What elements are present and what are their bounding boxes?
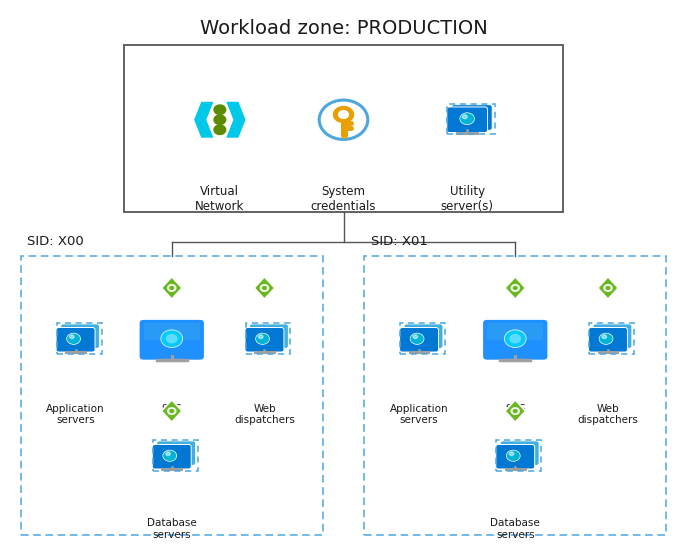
Text: SCS: SCS [161, 404, 182, 414]
Circle shape [333, 106, 354, 123]
Circle shape [338, 110, 349, 119]
Circle shape [319, 100, 368, 139]
Circle shape [599, 333, 613, 344]
Circle shape [163, 450, 177, 461]
FancyBboxPatch shape [124, 45, 563, 212]
FancyBboxPatch shape [487, 323, 543, 340]
FancyBboxPatch shape [451, 105, 492, 130]
Polygon shape [161, 400, 182, 422]
FancyBboxPatch shape [139, 319, 205, 360]
Circle shape [67, 333, 80, 344]
Circle shape [69, 335, 74, 339]
Circle shape [504, 330, 526, 348]
Text: Web
dispatchers: Web dispatchers [578, 404, 638, 426]
Circle shape [509, 334, 521, 344]
Circle shape [258, 335, 263, 339]
FancyBboxPatch shape [245, 328, 284, 352]
Circle shape [604, 285, 612, 291]
Polygon shape [505, 400, 526, 422]
Circle shape [462, 115, 467, 119]
Circle shape [170, 286, 174, 290]
FancyBboxPatch shape [500, 441, 539, 466]
FancyBboxPatch shape [400, 328, 438, 352]
Text: Database
servers: Database servers [147, 518, 196, 540]
Circle shape [511, 408, 519, 414]
Polygon shape [226, 102, 245, 138]
Polygon shape [194, 102, 214, 138]
FancyBboxPatch shape [496, 444, 534, 469]
Circle shape [506, 450, 520, 461]
Text: Workload zone: PRODUCTION: Workload zone: PRODUCTION [200, 19, 487, 38]
Text: System
credentials: System credentials [311, 185, 376, 213]
Circle shape [513, 286, 517, 290]
Circle shape [170, 409, 174, 413]
FancyBboxPatch shape [593, 324, 632, 349]
Circle shape [460, 113, 475, 125]
Text: Database
servers: Database servers [491, 518, 540, 540]
Circle shape [168, 408, 176, 414]
Circle shape [168, 285, 176, 291]
Polygon shape [254, 277, 275, 299]
FancyBboxPatch shape [157, 441, 196, 466]
FancyBboxPatch shape [56, 328, 95, 352]
Circle shape [214, 125, 225, 135]
Text: Application
servers: Application servers [46, 404, 105, 426]
Text: SCS: SCS [505, 404, 526, 414]
Text: Virtual
Network: Virtual Network [195, 185, 245, 213]
Text: SID: X01: SID: X01 [371, 235, 428, 248]
FancyBboxPatch shape [144, 323, 200, 340]
Circle shape [256, 333, 269, 344]
FancyBboxPatch shape [249, 324, 289, 349]
FancyBboxPatch shape [60, 324, 100, 349]
Text: Utility
server(s): Utility server(s) [440, 185, 494, 213]
FancyBboxPatch shape [153, 444, 191, 469]
Circle shape [513, 409, 517, 413]
Circle shape [509, 452, 514, 456]
Circle shape [262, 286, 267, 290]
FancyBboxPatch shape [447, 107, 488, 133]
Circle shape [606, 286, 610, 290]
Circle shape [602, 335, 607, 339]
Circle shape [511, 285, 519, 291]
Circle shape [166, 334, 178, 344]
FancyBboxPatch shape [404, 324, 443, 349]
Circle shape [166, 452, 170, 456]
Circle shape [214, 105, 225, 115]
Text: SID: X00: SID: X00 [27, 235, 85, 248]
FancyBboxPatch shape [482, 319, 548, 360]
Text: Application
servers: Application servers [390, 404, 449, 426]
Polygon shape [598, 277, 618, 299]
Circle shape [413, 335, 418, 339]
Circle shape [161, 330, 183, 348]
Polygon shape [161, 277, 182, 299]
Circle shape [410, 333, 424, 344]
FancyBboxPatch shape [589, 328, 627, 352]
Polygon shape [505, 277, 526, 299]
Circle shape [214, 115, 225, 125]
FancyBboxPatch shape [21, 256, 323, 535]
Circle shape [260, 285, 269, 291]
Text: Web
dispatchers: Web dispatchers [234, 404, 295, 426]
FancyBboxPatch shape [364, 256, 666, 535]
